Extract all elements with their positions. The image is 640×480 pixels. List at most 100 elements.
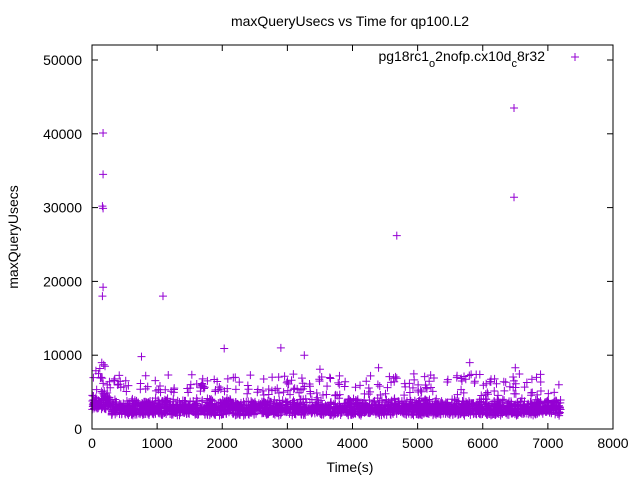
data-point [259, 374, 268, 383]
y-axis-label: maxQueryUsecs [5, 185, 21, 288]
data-point [151, 376, 160, 385]
data-point [407, 402, 416, 411]
data-point [115, 405, 124, 414]
data-point [474, 404, 483, 413]
data-point [295, 407, 304, 416]
data-point [240, 400, 249, 409]
data-point [329, 402, 338, 411]
data-point [210, 409, 219, 418]
data-point [132, 407, 141, 416]
data-point [377, 396, 386, 405]
data-point [506, 406, 515, 415]
data-point [414, 386, 423, 395]
data-point [105, 377, 114, 386]
data-point [282, 408, 291, 417]
data-point [192, 410, 201, 419]
data-point-outlier [315, 365, 324, 374]
data-point [296, 385, 305, 394]
data-point [246, 405, 255, 414]
data-point [324, 408, 333, 417]
data-point [375, 382, 384, 391]
data-point [326, 374, 335, 383]
data-point [345, 395, 354, 404]
data-point-outlier [95, 364, 104, 373]
data-point [422, 384, 431, 393]
data-point [335, 380, 344, 389]
data-point-outlier [158, 292, 167, 301]
data-point-outlier [220, 344, 229, 353]
data-point [275, 404, 284, 413]
data-point [375, 411, 384, 420]
data-point [402, 410, 411, 419]
data-point [154, 385, 163, 394]
x-tick-label: 6000 [467, 435, 498, 451]
data-point [408, 383, 417, 392]
data-point [312, 389, 321, 398]
data-point [93, 404, 102, 413]
data-point [532, 373, 541, 382]
data-point [243, 381, 252, 390]
data-point [553, 409, 562, 418]
data-point [418, 404, 427, 413]
data-point [121, 409, 130, 418]
data-point [182, 406, 191, 415]
data-point [465, 402, 474, 411]
data-point [312, 402, 321, 411]
data-point [356, 411, 365, 420]
data-point-outlier [99, 204, 108, 213]
data-point [235, 378, 244, 387]
data-point [434, 400, 443, 409]
data-point [96, 374, 105, 383]
data-point [191, 401, 200, 410]
data-point [101, 404, 110, 413]
data-point [484, 401, 493, 410]
data-point [481, 390, 490, 399]
data-point [318, 400, 327, 409]
data-point [186, 380, 195, 389]
data-point [141, 384, 150, 393]
data-point [210, 375, 219, 384]
data-point [373, 380, 382, 389]
data-point-outlier [99, 283, 108, 292]
data-point [457, 385, 466, 394]
data-point [119, 382, 128, 391]
data-point [144, 407, 153, 416]
data-point [531, 395, 540, 404]
x-axis-label: Time(s) [327, 459, 374, 475]
data-point [360, 407, 369, 416]
data-point [293, 384, 302, 393]
chart-title: maxQueryUsecs vs Time for qp100.L2 [231, 13, 469, 29]
data-point-outlier [98, 202, 107, 211]
data-point [233, 403, 242, 412]
data-point [184, 388, 193, 397]
data-point [203, 409, 212, 418]
data-point [375, 398, 384, 407]
data-point [366, 371, 375, 380]
data-point [490, 387, 499, 396]
data-point [239, 406, 248, 415]
data-point [283, 386, 292, 395]
data-point [421, 396, 430, 405]
data-point [210, 404, 219, 413]
y-tick-label: 30000 [43, 200, 82, 216]
data-point [129, 399, 138, 408]
data-point [511, 389, 520, 398]
data-point [143, 382, 152, 391]
data-point [318, 391, 327, 400]
data-point [334, 378, 343, 387]
data-point [367, 401, 376, 410]
data-point [286, 400, 295, 409]
data-point [259, 409, 268, 418]
data-point [359, 398, 368, 407]
data-point [161, 385, 170, 394]
data-point [421, 383, 430, 392]
data-point [203, 376, 212, 385]
data-point-outlier [426, 371, 435, 380]
data-point [290, 402, 299, 411]
data-point [344, 410, 353, 419]
data-point [270, 395, 279, 404]
data-point [449, 402, 458, 411]
data-point [431, 399, 440, 408]
data-point [509, 376, 518, 385]
data-point-outlier [510, 193, 519, 202]
